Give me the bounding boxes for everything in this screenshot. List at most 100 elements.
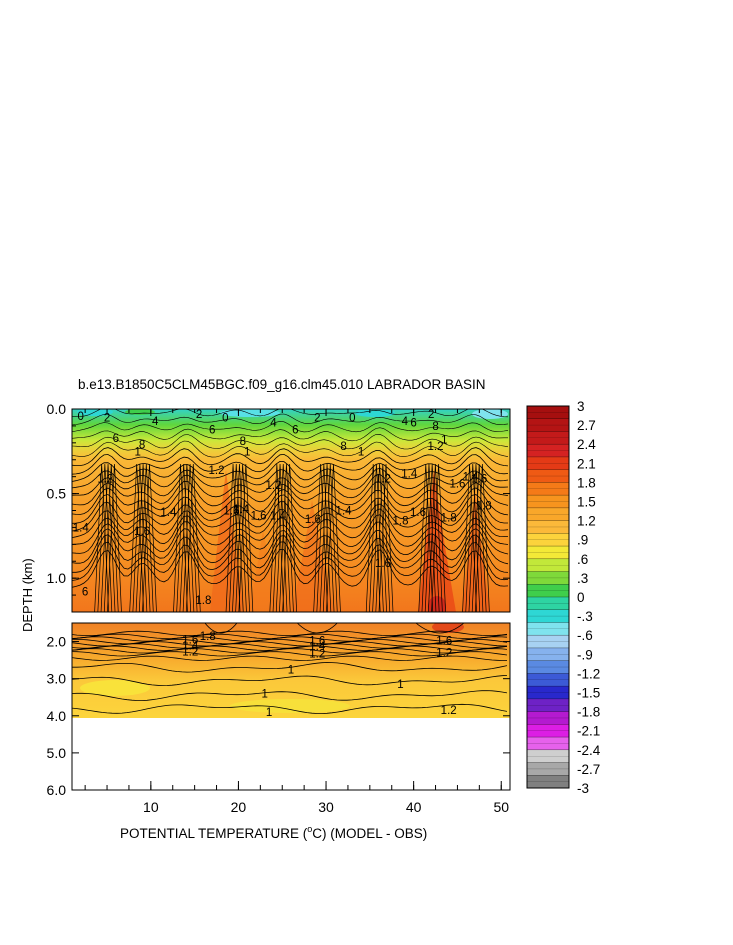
plume-contour-line	[107, 463, 122, 612]
plume-contour-line	[282, 463, 297, 612]
colorbar-swatch	[527, 533, 569, 547]
contour-label: 6	[292, 424, 298, 436]
contour-label: 0	[349, 412, 355, 424]
colorbar-swatch	[527, 609, 569, 623]
colorbar-swatch	[527, 686, 569, 700]
colorbar-label: -3	[577, 781, 589, 796]
contour-label: 1	[244, 446, 250, 458]
colorbar-swatch	[527, 660, 569, 674]
lower-contour-line	[72, 651, 508, 657]
contour-label: 2	[428, 409, 434, 421]
colorbar-label: 0	[577, 590, 585, 605]
colorbar-swatch	[527, 546, 569, 560]
contour-label: 1	[262, 689, 268, 701]
colorbar-swatch	[527, 775, 569, 789]
colorbar-swatch	[527, 762, 569, 776]
plume-contour-line	[269, 463, 285, 612]
contour-label: 1.2	[436, 648, 452, 660]
contour-label: 1	[266, 707, 272, 719]
colorbar-label: .9	[577, 533, 588, 548]
contour-label: 1.6	[375, 558, 391, 570]
contour-label: 1.4	[233, 504, 250, 516]
x-axis-label: POTENTIAL TEMPERATURE (oC) (MODEL - OBS)	[120, 824, 427, 841]
x-tick-label: 50	[493, 799, 509, 815]
upper-contour-line	[72, 413, 509, 426]
y-tick-label: 2.0	[47, 634, 67, 650]
x-axis-label-rest: C) (MODEL - OBS)	[312, 826, 427, 841]
contour-label: 1.4	[463, 472, 480, 484]
colorbar-swatch	[527, 406, 569, 420]
plume-contour-line	[475, 463, 490, 612]
x-tick-label: 40	[406, 799, 422, 815]
colorbar-label: 1.8	[577, 475, 596, 490]
contour-label: 1.8	[195, 595, 211, 607]
colorbar-label: 2.4	[577, 437, 596, 452]
contour-label: 2	[104, 412, 110, 424]
plume-contour-line	[135, 463, 151, 612]
x-axis-label-main: POTENTIAL TEMPERATURE (	[120, 826, 308, 841]
upper-contour-line	[72, 440, 509, 458]
contour-label: 1.6	[449, 478, 465, 490]
contour-label: 1.8	[393, 516, 409, 528]
lower-contour-line	[72, 690, 508, 701]
contour-label: 1.8	[476, 500, 492, 512]
x-tick-label: 30	[318, 799, 334, 815]
lower-bump-contour	[204, 623, 238, 634]
upper-contour-line	[72, 494, 508, 524]
y-tick-label: 4.0	[47, 708, 67, 724]
plume-contour-line	[179, 463, 195, 612]
x-axis-label-degree: o	[307, 824, 312, 834]
lower-contour-line	[72, 645, 508, 651]
lower-contour-lines	[72, 623, 508, 714]
plume-contour-line	[471, 463, 487, 612]
colorbar-swatch	[527, 520, 569, 534]
colorbar-swatch	[527, 469, 569, 483]
colorbar-swatch	[527, 622, 569, 636]
contour-label: 8	[139, 440, 145, 452]
contour-label: 6	[410, 418, 416, 430]
upper-contour-line	[72, 473, 509, 499]
contour-label: 1.6	[134, 526, 150, 538]
warm-plume-30	[292, 500, 334, 612]
y-tick-label: 1.0	[47, 570, 67, 586]
y-tick-label: 6.0	[47, 782, 67, 798]
colorbar-swatch	[527, 635, 569, 649]
colorbar-label: -.3	[577, 609, 593, 624]
colorbar-label: .3	[577, 571, 588, 586]
colorbar: 3 2.7 2.4 2.1 1.8 1.5 1.2 .9 .6 .3 0 -.3 -.6 -.9 -1.2 -…	[526, 399, 601, 796]
lower-contour-line	[72, 641, 508, 647]
x-tick-label: 20	[231, 799, 247, 815]
contour-label: 0	[78, 411, 84, 423]
colorbar-label: 2.1	[577, 456, 596, 471]
colorbar-swatch	[527, 737, 569, 751]
contour-label: 1.2	[97, 473, 113, 485]
contour-label: 1	[288, 664, 294, 676]
plume-contour-line	[275, 463, 291, 612]
lower-bump-contour	[296, 623, 338, 634]
contour-label: 1.8	[200, 631, 216, 643]
plume-contour-line	[142, 463, 157, 612]
contour-label: 0	[222, 412, 228, 424]
lower-contour-line	[72, 648, 508, 654]
contour-label: 1.6	[223, 506, 239, 518]
y-axis-label: DEPTH (km)	[20, 558, 35, 632]
colorbar-label: .6	[577, 552, 588, 567]
lower-yellow-patch-2	[230, 699, 350, 713]
lower-contour-line	[72, 655, 508, 661]
contour-label: 1.4	[270, 511, 287, 523]
y-tick-label: 0.5	[47, 486, 67, 502]
contour-label: 1.2	[428, 441, 444, 453]
plume-contour-line	[103, 463, 119, 612]
colorbar-label: 2.7	[577, 418, 596, 433]
contour-label: 1.4	[401, 468, 418, 480]
axes: 10 20 30 40 500.00.51.02.03.04.05.06.0	[47, 401, 510, 815]
colorbar-swatch	[527, 431, 569, 445]
contour-label: 1.2	[182, 647, 198, 659]
x-tick-label: 10	[143, 799, 159, 815]
plume-contour-line	[372, 463, 387, 612]
lower-contour-line	[72, 703, 508, 714]
plume-contour-line	[97, 463, 113, 612]
contour-label: 2	[314, 412, 320, 424]
